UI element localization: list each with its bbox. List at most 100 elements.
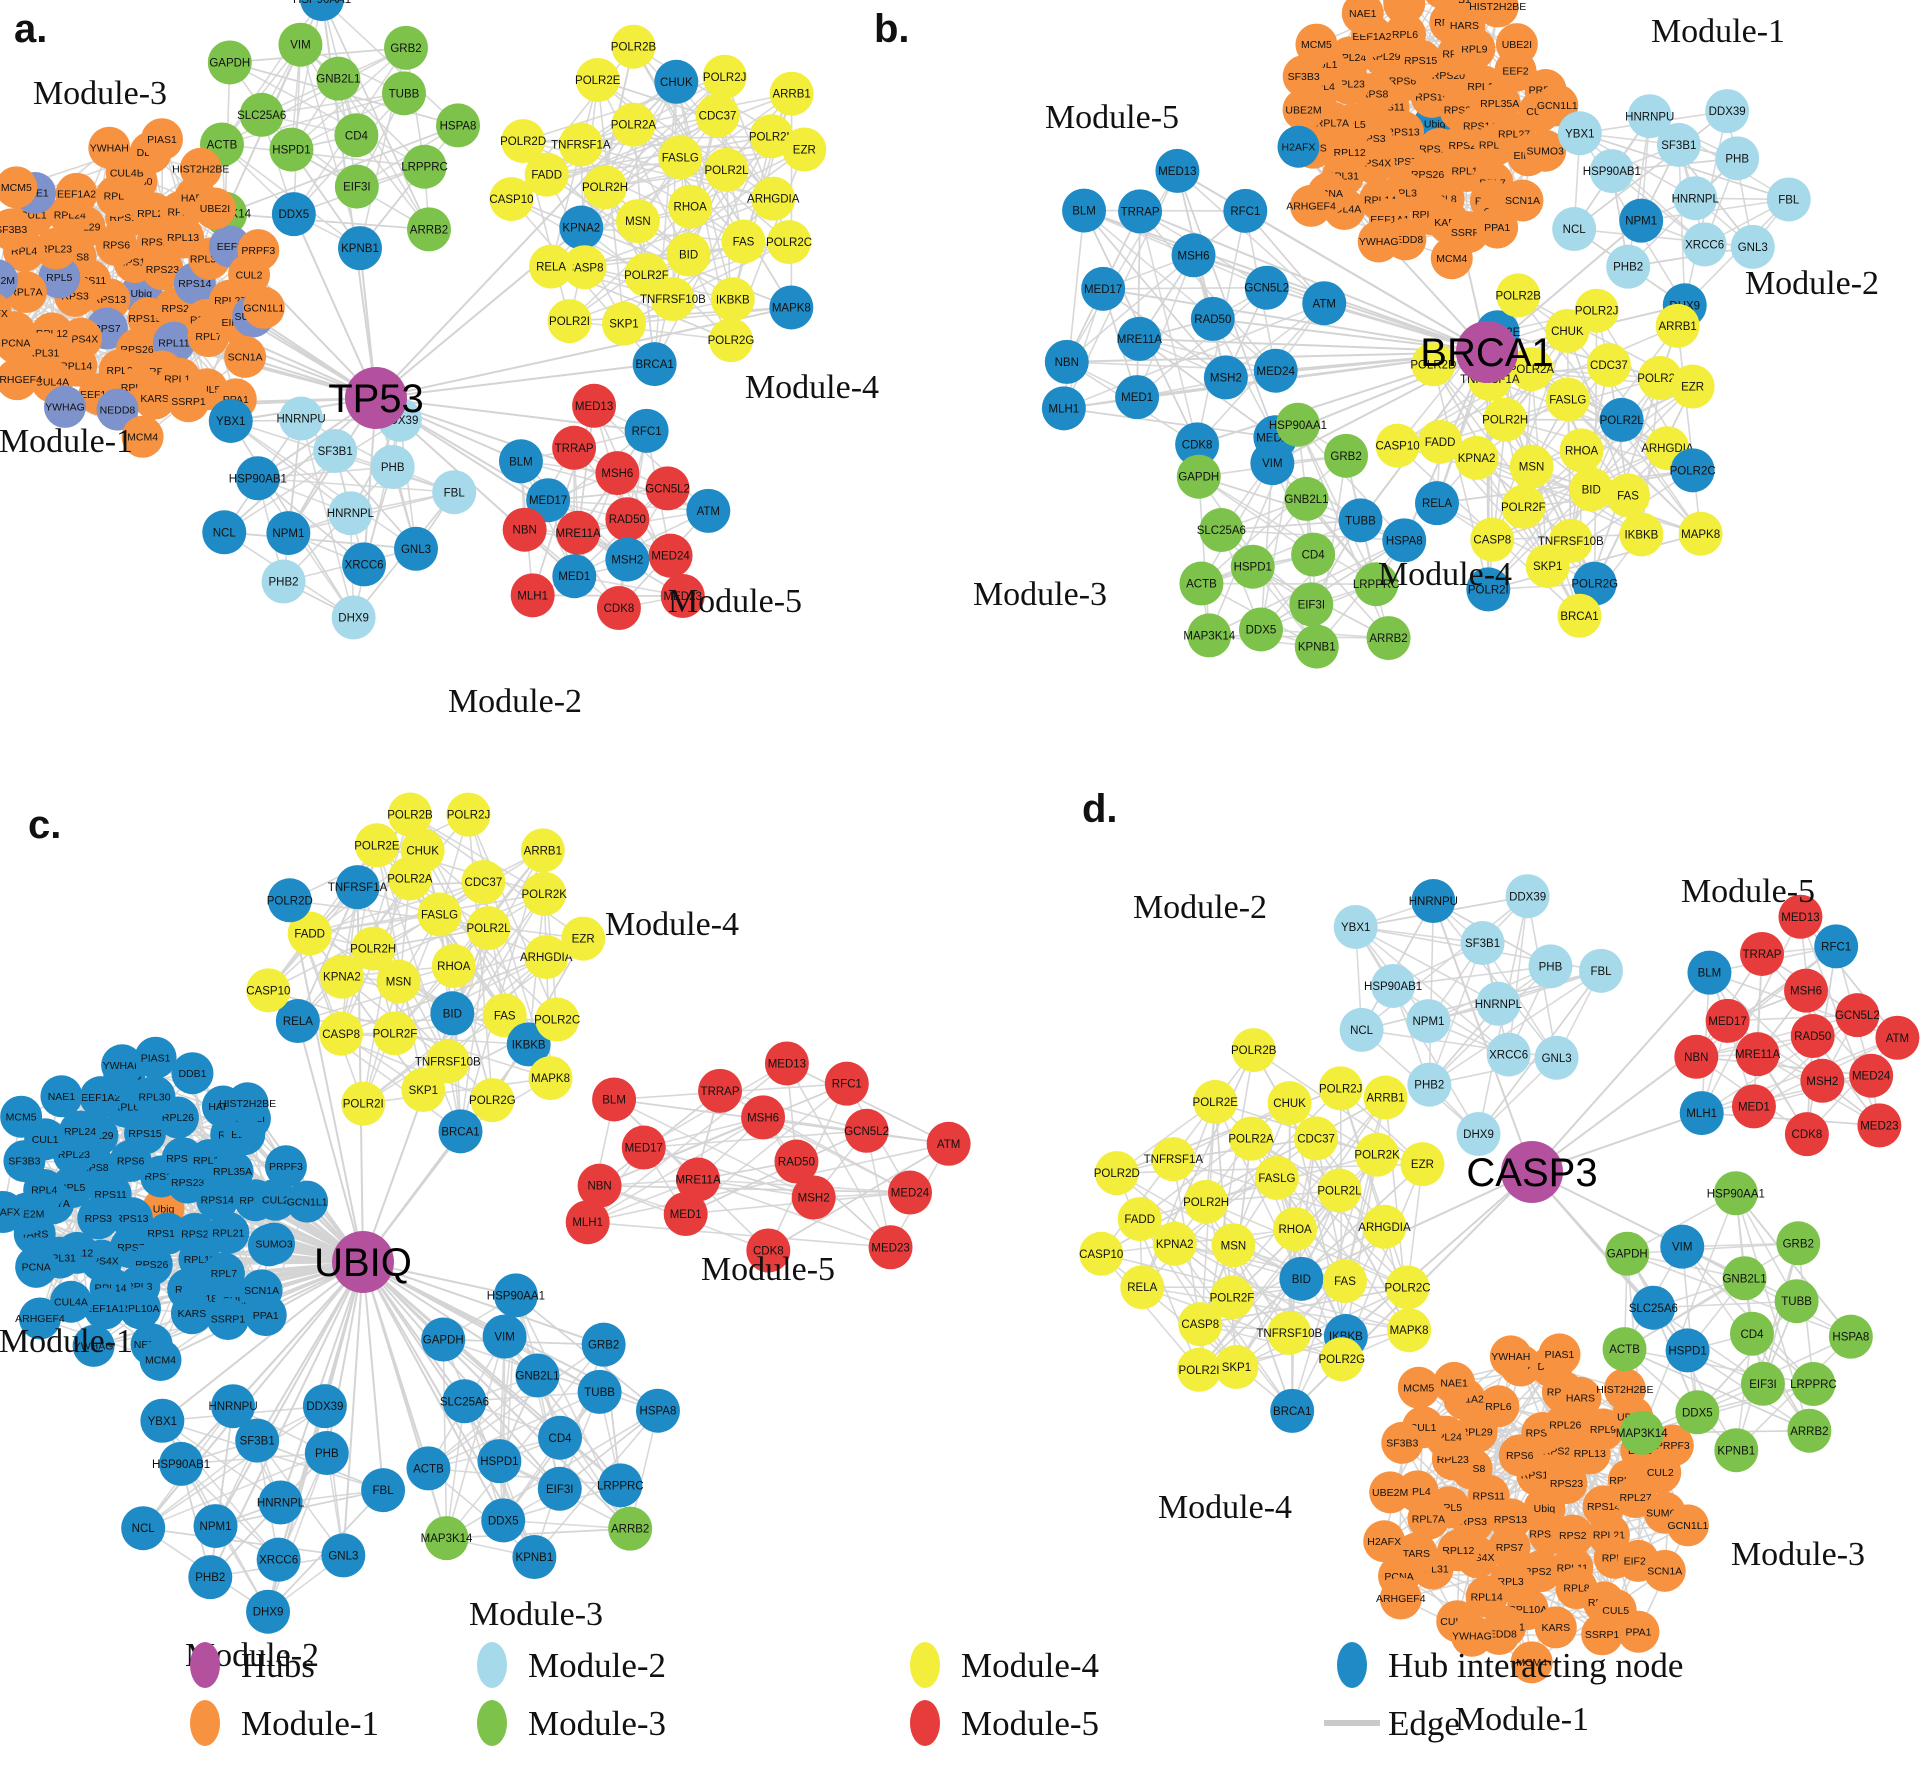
node-SSRP1 <box>167 380 210 423</box>
node-label-ARRB2: ARRB2 <box>1369 633 1407 645</box>
edge <box>593 405 709 512</box>
node-CASP8 <box>562 245 607 290</box>
node-label-SLC25A6: SLC25A6 <box>440 1396 489 1408</box>
node-label-Ubiq: Ubiq <box>131 288 153 300</box>
node-label-H2AFX: H2AFX <box>0 1207 20 1219</box>
node-label-YBX1: YBX1 <box>148 1416 177 1428</box>
node-label-POLR2I: POLR2I <box>549 316 590 328</box>
node-label-SLC25A6: SLC25A6 <box>237 110 286 122</box>
node-label-PHB: PHB <box>1539 961 1563 973</box>
node-label-HIST2H2BE: HIST2H2BE <box>219 1098 276 1110</box>
node-label-POLR2C: POLR2C <box>534 1015 580 1027</box>
node-label-MCM4: MCM4 <box>1436 253 1467 265</box>
node-label-MSN: MSN <box>1519 462 1545 474</box>
node-EZR <box>782 127 827 172</box>
node-label-EEF1A2: EEF1A2 <box>57 188 96 200</box>
node-GNB2L1 <box>316 56 361 101</box>
edge <box>520 460 628 561</box>
node-POLR2C <box>767 220 812 265</box>
edge <box>1627 116 1651 267</box>
node-DHX9 <box>331 595 376 640</box>
node-TRRAP <box>552 425 597 470</box>
node-label-GCN5L2: GCN5L2 <box>645 483 690 495</box>
node-label-NCL: NCL <box>213 527 237 539</box>
node-IKBKB <box>710 277 755 322</box>
legend-swatch-module-4 <box>910 1642 940 1688</box>
node-label-KARS: KARS <box>1542 1622 1571 1634</box>
node-label-MED24: MED24 <box>891 1188 930 1200</box>
node-label-ARRB1: ARRB1 <box>1366 1093 1404 1105</box>
node-label-NBN: NBN <box>587 1181 611 1193</box>
node-label-RPL7A: RPL7A <box>9 287 42 299</box>
edge <box>300 418 355 618</box>
node-label-IKBKB: IKBKB <box>1624 529 1658 541</box>
edge <box>732 136 773 300</box>
node-label-RPL6: RPL6 <box>1392 29 1418 41</box>
node-label-RPL6: RPL6 <box>1485 1401 1511 1413</box>
node-label-MED24: MED24 <box>1257 366 1296 378</box>
node-HNRNPU <box>279 396 324 441</box>
edge <box>1201 582 1377 586</box>
node-label-CUL4B: CUL4B <box>110 168 144 180</box>
node-PCNA <box>0 321 37 364</box>
node-MSH2 <box>605 537 650 582</box>
node-label-RAD50: RAD50 <box>609 514 646 526</box>
node-label-LRPPRC: LRPPRC <box>1790 1379 1837 1391</box>
node-label-HSPD1: HSPD1 <box>1234 562 1272 574</box>
node-label-CHUK: CHUK <box>1551 326 1584 338</box>
node-label-MRE11A: MRE11A <box>1117 334 1162 346</box>
node-label-HSPA8: HSPA8 <box>640 1406 677 1418</box>
node-label-MRE11A: MRE11A <box>556 528 601 540</box>
node-label-PHB2: PHB2 <box>195 1572 225 1584</box>
node-label-EEF2: EEF2 <box>217 241 243 253</box>
module-caption: Module-4 <box>745 369 879 406</box>
node-label-POLR2J: POLR2J <box>703 72 746 84</box>
node-label-CDC37: CDC37 <box>465 877 503 889</box>
edge <box>230 420 417 550</box>
node-FASLG <box>658 135 703 180</box>
node-label-RHOA: RHOA <box>674 202 708 214</box>
node-label-GRB2: GRB2 <box>1330 451 1361 463</box>
node-label-TRRAP: TRRAP <box>555 443 594 455</box>
node-label-MSH2: MSH2 <box>1806 1076 1838 1088</box>
node-label-SUMO3: SUMO3 <box>1527 145 1565 157</box>
edge <box>1676 325 1702 534</box>
node-label-YWHAG: YWHAG <box>1359 236 1399 248</box>
node-label-MLH1: MLH1 <box>517 590 548 602</box>
node-label-MSH2: MSH2 <box>1210 372 1242 384</box>
node-label-CASP10: CASP10 <box>1376 441 1420 453</box>
node-label-PIAS1: PIAS1 <box>141 1052 171 1064</box>
node-label-MED17: MED17 <box>1084 284 1122 296</box>
node-label-HNRNPU: HNRNPU <box>1409 896 1458 908</box>
node-label-MAPK8: MAPK8 <box>772 302 811 314</box>
node-label-POLR2H: POLR2H <box>1183 1197 1229 1209</box>
node-label-MCM5: MCM5 <box>1403 1382 1434 1394</box>
node-label-H2AFX: H2AFX <box>1367 1536 1401 1548</box>
node-label-GCN1L1: GCN1L1 <box>1537 100 1578 112</box>
node-label-BRCA1: BRCA1 <box>635 359 673 371</box>
node-label-POLR2F: POLR2F <box>1501 502 1546 514</box>
panel-a: CD4 HSPD1 GNB2L1 EIF3I SLC25A6 TUBB DDX5 VIM LRP… <box>0 0 879 720</box>
node-label-ARRB2: ARRB2 <box>410 224 448 236</box>
node-MED13 <box>572 383 617 428</box>
node-label-CASP10: CASP10 <box>1079 1249 1123 1261</box>
node-label-HSPD1: HSPD1 <box>1668 1345 1706 1357</box>
edge <box>1579 132 1696 199</box>
node-label-EIF3I: EIF3I <box>1298 599 1325 611</box>
node-label-NBN: NBN <box>513 525 537 537</box>
node-label-HARS: HARS <box>1566 1393 1595 1405</box>
node-GRB2 <box>384 25 429 70</box>
node-label-YWHAG: YWHAG <box>45 402 85 414</box>
node-BID <box>666 232 711 277</box>
node-label-VIM: VIM <box>1672 1242 1692 1254</box>
edge <box>623 306 792 325</box>
node-label-TNFRSF10B: TNFRSF10B <box>1256 1328 1322 1340</box>
node-label-POLR2K: POLR2K <box>522 889 568 901</box>
node-label-LRPPRC: LRPPRC <box>401 162 448 174</box>
node-label-IKBKB: IKBKB <box>716 294 750 306</box>
node-label-MCM5: MCM5 <box>1301 39 1332 51</box>
edge <box>1063 302 1325 410</box>
node-label-RFC1: RFC1 <box>1230 206 1260 218</box>
node-label-MED13: MED13 <box>575 401 613 413</box>
panel-c: RHOA MSN FASLG BID POLR2H POLR2L POLR2F POLR2A F… <box>0 792 971 1674</box>
